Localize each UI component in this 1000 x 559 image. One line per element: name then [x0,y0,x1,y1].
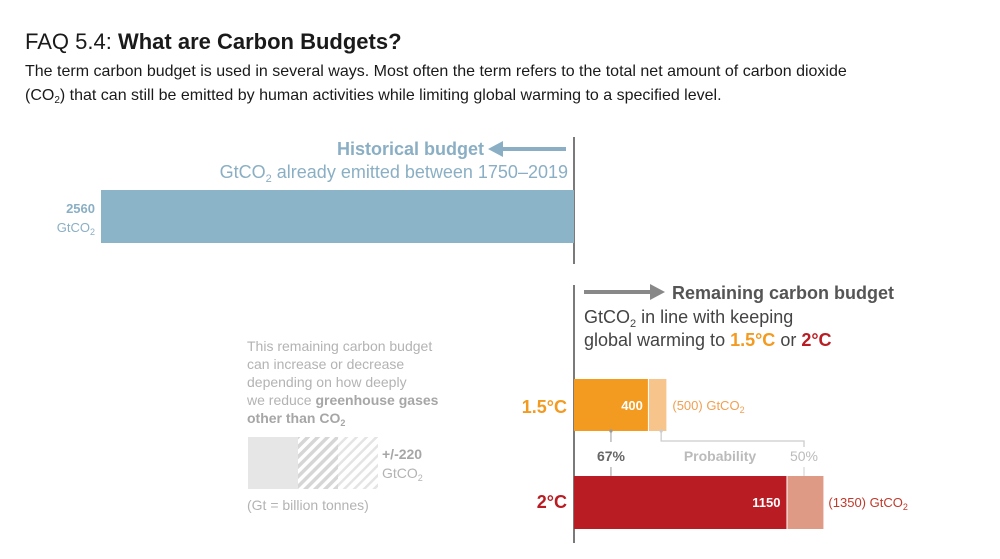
value-label-1-5c-67pct: 400 [621,398,643,413]
remaining-arrow-icon [584,284,665,300]
units-footnote: (Gt = billion tonnes) [247,497,369,513]
note-line-4: we reduce greenhouse gases [246,392,439,408]
uncertainty-base-swatch [248,437,298,489]
historical-bar [101,190,574,243]
bar-2c-67pct [574,476,787,529]
historical-value-label: 2560 [66,201,95,216]
intro-line-1: The term carbon budget is used in severa… [25,63,847,80]
historical-unit-label: GtCO2 [57,220,95,237]
series-1-5c: 1.5°C 400 (500) GtCO2 [522,379,745,431]
header: FAQ 5.4: What are Carbon Budgets? The te… [25,28,985,108]
remaining-budget-header: Remaining carbon budget GtCO2 in line wi… [584,283,894,350]
value-label-2c-50pct: (1350) GtCO2 [828,495,907,512]
uncertainty-value-label: +/-220 [382,446,422,462]
uncertainty-hatch-swatch [298,437,338,489]
faq-title: What are Carbon Budgets? [117,29,402,54]
probability-67pct: 67% [597,448,626,464]
bar-2c-50pct [787,476,824,529]
remaining-subtitle-line2: global warming to 1.5°C or 2°C [584,330,832,350]
series-label-2c: 2°C [537,492,567,512]
uncertainty-hatch-light-swatch [338,437,378,489]
probability-50pct: 50% [790,448,818,464]
historical-arrow-icon [488,141,566,157]
historical-title: Historical budget [337,139,484,159]
page-title: FAQ 5.4: What are Carbon Budgets? [25,28,985,56]
uncertainty-note: This remaining carbon budget can increas… [246,338,439,513]
series-label-1-5c: 1.5°C [522,397,567,417]
historical-budget-group: Historical budget GtCO2 already emitted … [57,139,574,243]
note-line-1: This remaining carbon budget [247,338,432,354]
value-label-2c-67pct: 1150 [752,495,780,510]
bar-1-5c-67pct [574,379,648,431]
uncertainty-unit-label: GtCO2 [382,465,423,483]
intro-line-2: (CO2) that can still be emitted by human… [25,87,722,106]
probability-connectors: 67% Probability 50% [597,429,818,482]
remaining-title: Remaining carbon budget [672,283,894,303]
faq-number: FAQ 5.4: [25,29,112,54]
note-line-3: depending on how deeply [247,374,407,390]
value-label-1-5c-50pct: (500) GtCO2 [672,398,744,415]
note-line-2: can increase or decrease [247,356,404,372]
bar-1-5c-50pct [648,379,667,431]
note-line-5: other than CO2 [247,410,345,428]
intro-text: The term carbon budget is used in severa… [25,60,985,108]
historical-subtitle: GtCO2 already emitted between 1750–2019 [220,162,568,185]
series-2c: 2°C 1150 (1350) GtCO2 [537,476,908,529]
remaining-subtitle-line1: GtCO2 in line with keeping [584,307,793,330]
probability-label: Probability [684,448,757,464]
